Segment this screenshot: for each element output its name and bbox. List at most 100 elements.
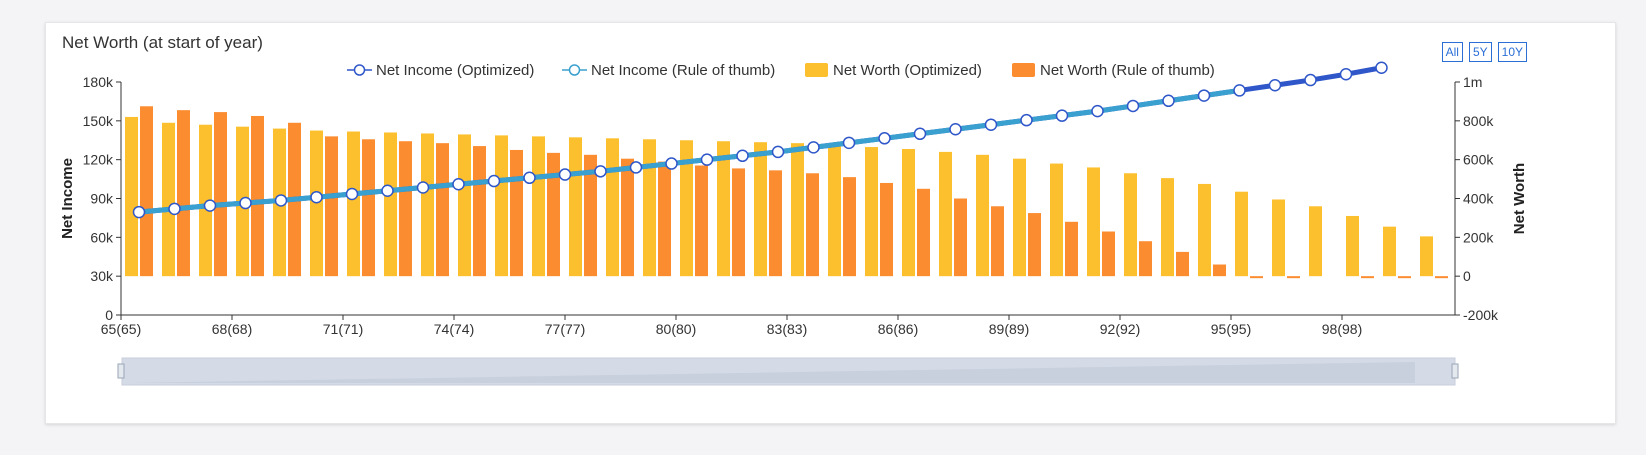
net-worth-rule-bar xyxy=(1028,213,1041,277)
net-worth-rule-bar xyxy=(547,152,560,277)
net-worth-optimized-bar xyxy=(1235,191,1248,277)
net-income-point xyxy=(700,153,714,166)
net-worth-rule-bar xyxy=(880,182,893,277)
net-worth-rule-bar xyxy=(1139,241,1152,277)
zoom-slider-right-handle[interactable] xyxy=(1451,363,1459,379)
right-tick-label: 1m xyxy=(1463,74,1482,90)
net-worth-optimized-bar xyxy=(643,139,656,277)
net-income-point xyxy=(1233,84,1246,97)
left-tick-label: 0 xyxy=(105,307,113,323)
x-tick-label: 86(86) xyxy=(878,321,918,337)
net-worth-optimized-bar xyxy=(1272,199,1285,277)
net-worth-rule-bar xyxy=(1361,276,1374,279)
net-worth-optimized-bar xyxy=(902,148,915,277)
net-worth-optimized-bar xyxy=(125,116,138,277)
net-worth-rule-bar xyxy=(584,154,597,277)
left-tick-label: 30k xyxy=(90,268,114,284)
left-tick-label: 90k xyxy=(90,191,114,207)
x-tick-label: 77(77) xyxy=(545,321,585,337)
net-worth-rule-bar xyxy=(1065,221,1078,277)
net-worth-rule-bar xyxy=(510,149,523,277)
net-worth-rule-bar xyxy=(362,139,375,277)
net-income-point xyxy=(345,187,359,201)
x-tick-label: 83(83) xyxy=(767,321,807,337)
net-worth-optimized-bar xyxy=(791,143,804,277)
legend-label: Net Worth (Rule of thumb) xyxy=(1040,62,1215,79)
net-income-point xyxy=(1162,94,1175,108)
net-worth-rule-bar xyxy=(140,106,153,277)
right-axis-title: Net Worth xyxy=(1511,163,1528,234)
net-income-point xyxy=(736,149,749,163)
zoom-slider-preview xyxy=(124,362,1415,383)
net-worth-optimized-bar xyxy=(1050,163,1063,277)
left-tick-label: 150k xyxy=(83,113,114,129)
net-worth-optimized-bar xyxy=(1161,178,1174,277)
legend-point-swatch xyxy=(568,64,581,76)
net-worth-rule-bar xyxy=(325,136,338,277)
x-tick-label: 95(95) xyxy=(1211,321,1251,337)
net-worth-optimized-bar xyxy=(1309,206,1322,277)
net-worth-rule-bar xyxy=(1398,276,1411,279)
net-worth-rule-bar xyxy=(399,141,412,277)
x-tick-label: 80(80) xyxy=(656,321,696,337)
net-worth-rule-bar xyxy=(1250,276,1263,279)
x-tick-label: 74(74) xyxy=(434,321,474,337)
net-worth-rule-bar xyxy=(806,173,819,277)
zoom-slider-left-handle[interactable] xyxy=(117,363,125,379)
net-worth-rule-bar xyxy=(214,112,227,277)
net-income-point xyxy=(1197,89,1211,102)
right-tick-label: -200k xyxy=(1463,307,1499,323)
net-worth-rule-bar xyxy=(917,188,930,277)
legend-label: Net Income (Rule of thumb) xyxy=(591,62,775,79)
left-tick-label: 120k xyxy=(83,152,114,168)
net-worth-optimized-bar xyxy=(569,137,582,277)
x-tick-label: 65(65) xyxy=(101,321,141,337)
net-worth-rule-bar xyxy=(473,146,486,277)
net-worth-optimized-bar xyxy=(865,147,878,277)
net-income-point xyxy=(1091,104,1104,118)
net-income-point xyxy=(203,199,217,212)
net-worth-optimized-bar xyxy=(1087,167,1100,277)
net-income-point xyxy=(452,178,465,191)
net-worth-optimized-bar xyxy=(495,135,508,277)
net-worth-optimized-bar xyxy=(606,138,619,277)
net-worth-rule-bar xyxy=(621,158,634,277)
net-worth-optimized-bar xyxy=(828,144,841,277)
net-worth-rule-bar xyxy=(658,161,671,277)
net-income-point xyxy=(1304,73,1317,87)
net-income-point xyxy=(523,171,536,185)
net-worth-rule-bar xyxy=(1287,276,1300,279)
net-worth-rule-bar xyxy=(991,206,1004,277)
range-5y-button[interactable]: 5Y xyxy=(1468,42,1492,62)
left-tick-label: 60k xyxy=(90,229,114,245)
net-worth-optimized-bar xyxy=(199,124,212,277)
net-income-point xyxy=(594,165,607,178)
right-tick-label: 200k xyxy=(1463,229,1494,245)
net-worth-rule-bar xyxy=(769,170,782,277)
range-all-button[interactable]: All xyxy=(1441,42,1463,62)
right-tick-label: 800k xyxy=(1463,113,1494,129)
net-worth-optimized-bar xyxy=(1013,158,1026,277)
net-worth-rule-bar xyxy=(1435,276,1448,279)
net-worth-optimized-bar xyxy=(458,134,471,277)
legend-bar-swatch xyxy=(1012,63,1035,77)
legend-label: Net Worth (Optimized) xyxy=(833,62,982,79)
net-income-point xyxy=(1055,109,1069,122)
net-worth-optimized-bar xyxy=(976,154,989,277)
net-income-point xyxy=(416,181,430,194)
right-tick-label: 600k xyxy=(1463,152,1494,168)
net-income-point xyxy=(558,168,572,181)
chart-title: Net Worth (at start of year) xyxy=(62,33,263,52)
net-worth-rule-bar xyxy=(732,168,745,277)
net-worth-optimized-bar xyxy=(1346,215,1359,277)
net-worth-optimized-bar xyxy=(384,132,397,277)
net-income-point xyxy=(878,132,891,145)
net-worth-optimized-bar xyxy=(1198,183,1211,277)
range-10y-button[interactable]: 10Y xyxy=(1497,42,1527,62)
x-tick-label: 92(92) xyxy=(1100,321,1140,337)
net-income-point xyxy=(949,122,962,136)
legend-point-swatch xyxy=(353,64,366,76)
net-worth-rule-bar xyxy=(177,110,190,277)
net-income-point xyxy=(665,157,678,170)
